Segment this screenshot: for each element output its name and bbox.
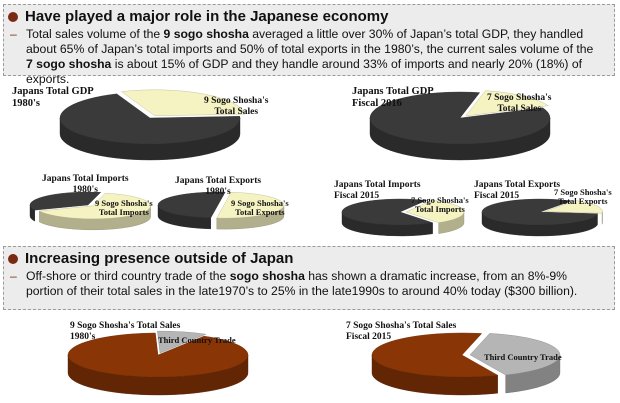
dash-icon: – [10,269,17,283]
pie-gdp1980 [59,89,245,161]
pie-slice-share [544,200,603,214]
title-imports-1980: Japans Total Imports 1980's [42,174,129,195]
summary-box-overseas [3,246,615,310]
bullet-icon [8,11,18,22]
pie-slice-rest [29,191,102,211]
pie-slice-rest [59,93,241,145]
pie-slice-share [465,90,549,117]
slice-label-gdp-2016: 7 Sogo Shosha's Total Sales [487,93,552,114]
title-exports-1980: Japans Total Exports 1980's [175,176,262,197]
pie-slice-rest [369,91,551,145]
pie-slice-rest [341,198,433,226]
summary-box-economy [3,4,615,76]
bullet-icon [8,253,18,264]
slice-label-imports-2015: 7 Sogo Shosha's Total Imports [411,195,469,214]
pie-slice-share [405,200,465,223]
pie-imp1980 [29,191,151,231]
paragraph-economy: – Total sales volume of the 9 sogo shosh… [10,27,594,86]
heading-row-overseas: Increasing presence outside of Japan [8,250,293,267]
pie-slice-rest [481,198,598,226]
title-imports-2015: Japans Total Imports Fiscal 2015 [334,180,421,201]
pie-slice-share [469,333,561,376]
slice-label-sales-1980: Third Country Trade [158,335,236,345]
title-gdp-2016: Japans Total GDP Fiscal 2016 [352,86,434,109]
pie-exp2015 [481,198,603,237]
pie-sales1980 [67,330,249,396]
title-sales-1980: 9 Sogo Shosha's Total Sales 1980's [70,321,181,342]
title-gdp-1980: Japans Total GDP 1980's [12,86,94,109]
title-sales-2015: 7 Sogo Shosha's Total Sales Fiscal 2015 [346,321,457,342]
pie-exp1980 [157,191,285,230]
pie-slice-share [38,192,151,220]
slice-label-gdp-1980: 9 Sogo Shosha's Total Sales [204,96,269,117]
pie-slice-rest [371,332,499,378]
heading-overseas: Increasing presence outside of Japan [25,250,294,267]
slice-label-imports-1980: 9 Sogo Shosha's Total Imports [95,198,153,217]
pie-slice-share [120,89,245,117]
pie-slice-rest [158,191,226,219]
heading-row-economy: Have played a major role in the Japanese… [8,8,388,25]
title-exports-2015: Japans Total Exports Fiscal 2015 [474,180,561,201]
pie-slice-rest [67,332,249,378]
pie-slice-share [157,330,207,354]
pie-slice-share [216,192,285,219]
slice-label-exports-2015: 7 Sogo Shosha's Total Exports [554,187,612,206]
pie-imp2015 [341,198,465,237]
pie-sales2015 [371,332,561,396]
heading-economy: Have played a major role in the Japanese… [25,8,389,25]
dash-icon: – [10,27,17,41]
slice-label-sales-2015: Third Country Trade [484,352,562,362]
paragraph-overseas: – Off-shore or third country trade of th… [10,269,578,298]
pie-gdp2016 [369,90,551,161]
slice-label-exports-1980: 9 Sogo Shosha's Total Exports [231,198,289,217]
